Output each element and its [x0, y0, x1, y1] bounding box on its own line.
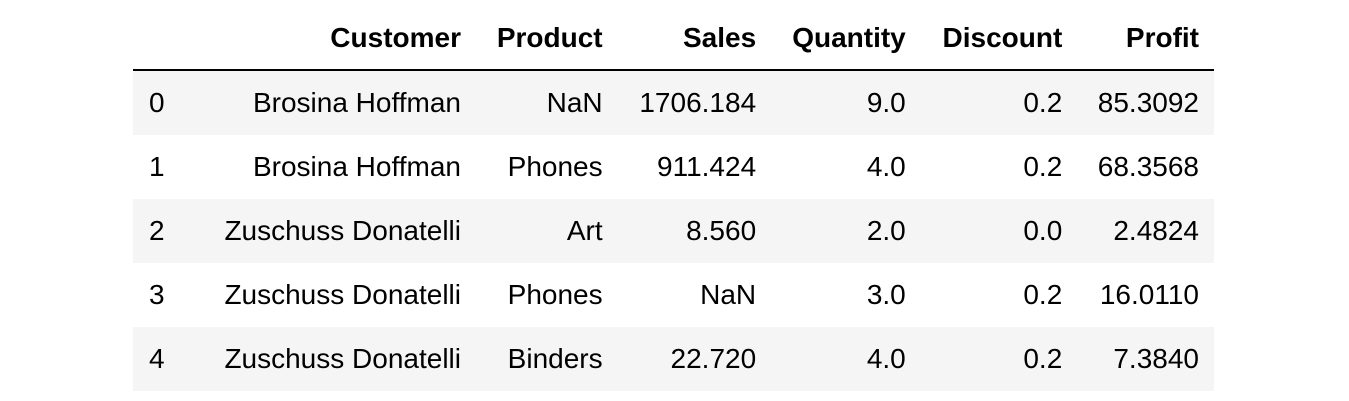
cell-sales: NaN	[700, 279, 757, 310]
header-sales: Sales	[602, 6, 757, 71]
cell-sales: 911.424	[657, 151, 757, 182]
cell-discount: 0.2	[1023, 87, 1063, 118]
cell-product: Binders	[507, 343, 603, 374]
row-index: 1	[149, 151, 165, 182]
table-row: 0 Brosina Hoffman NaN 1706.184 9.0 0.2 8…	[133, 70, 1214, 135]
cell-product: Art	[566, 215, 603, 246]
cell-product: Phones	[507, 151, 603, 182]
cell-customer: Zuschuss Donatelli	[224, 343, 461, 374]
cell-sales: 8.560	[686, 215, 757, 246]
row-index: 0	[149, 87, 165, 118]
header-product: Product	[461, 6, 603, 71]
table-row: 4 Zuschuss Donatelli Binders 22.720 4.0 …	[133, 327, 1214, 391]
cell-sales: 1706.184	[639, 87, 757, 118]
header-discount: Discount	[905, 6, 1063, 71]
header-quantity: Quantity	[756, 6, 906, 71]
cell-quantity: 9.0	[866, 87, 906, 118]
cell-discount: 0.0	[1023, 215, 1063, 246]
cell-profit: 2.4824	[1113, 215, 1199, 246]
cell-customer: Brosina Hoffman	[252, 151, 461, 182]
cell-discount: 0.2	[1023, 151, 1063, 182]
header-profit: Profit	[1062, 6, 1214, 71]
cell-quantity: 2.0	[866, 215, 906, 246]
cell-customer: Zuschuss Donatelli	[224, 279, 461, 310]
cell-sales: 22.720	[670, 343, 757, 374]
header-customer: Customer	[194, 6, 461, 71]
header-row: Customer Product Sales Quantity Discount…	[133, 6, 1214, 71]
table-row: 1 Brosina Hoffman Phones 911.424 4.0 0.2…	[133, 135, 1214, 199]
table-row: 3 Zuschuss Donatelli Phones NaN 3.0 0.2 …	[133, 263, 1214, 327]
row-index: 2	[149, 215, 165, 246]
cell-customer: Brosina Hoffman	[252, 87, 461, 118]
dataframe-table: Customer Product Sales Quantity Discount…	[133, 6, 1214, 391]
cell-product: Phones	[507, 279, 603, 310]
row-index: 4	[149, 343, 165, 374]
header-index	[133, 6, 195, 71]
cell-profit: 16.0110	[1099, 279, 1199, 310]
table-header: Customer Product Sales Quantity Discount…	[133, 6, 1214, 71]
cell-profit: 85.3092	[1097, 87, 1199, 118]
cell-customer: Zuschuss Donatelli	[224, 215, 461, 246]
cell-quantity: 4.0	[866, 343, 906, 374]
row-index: 3	[149, 279, 165, 310]
cell-profit: 7.3840	[1113, 343, 1199, 374]
table-body: 0 Brosina Hoffman NaN 1706.184 9.0 0.2 8…	[133, 70, 1214, 391]
cell-product: NaN	[546, 87, 603, 118]
cell-quantity: 3.0	[866, 279, 906, 310]
cell-profit: 68.3568	[1097, 151, 1199, 182]
cell-discount: 0.2	[1023, 343, 1063, 374]
table-row: 2 Zuschuss Donatelli Art 8.560 2.0 0.0 2…	[133, 199, 1214, 263]
cell-quantity: 4.0	[866, 151, 906, 182]
cell-discount: 0.2	[1023, 279, 1063, 310]
